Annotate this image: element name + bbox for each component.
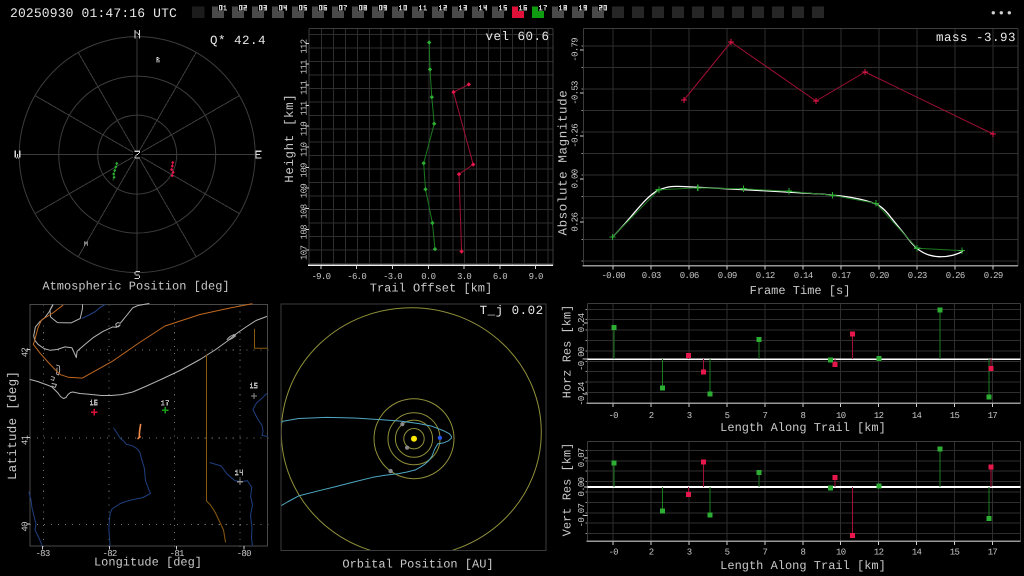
- svg-text:Vert Res [km]: Vert Res [km]: [561, 443, 575, 537]
- svg-text:-6.0: -6.0: [347, 272, 366, 282]
- svg-text:Frame Time [s]: Frame Time [s]: [750, 284, 851, 298]
- svg-text:10: 10: [836, 411, 846, 421]
- svg-text:0.24: 0.24: [577, 313, 587, 332]
- svg-text:41: 41: [20, 435, 30, 445]
- svg-text:-0.53: -0.53: [571, 81, 581, 105]
- svg-text:-82: -82: [103, 549, 117, 559]
- svg-text:0.00: 0.00: [571, 169, 581, 188]
- svg-text:Horz Res [km]: Horz Res [km]: [561, 305, 575, 399]
- svg-text:0.20: 0.20: [870, 271, 889, 281]
- svg-text:3: 3: [687, 548, 692, 558]
- svg-text:2: 2: [649, 411, 654, 421]
- svg-text:9.0: 9.0: [529, 272, 543, 282]
- svg-text:-0: -0: [608, 411, 618, 421]
- svg-text:Orbital Position [AU]: Orbital Position [AU]: [342, 558, 493, 572]
- svg-text:110: 110: [300, 122, 310, 136]
- svg-text:14: 14: [912, 411, 922, 421]
- svg-text:vel 60.6: vel 60.6: [485, 30, 549, 44]
- svg-text:0.09: 0.09: [718, 271, 737, 281]
- svg-text:109: 109: [300, 163, 310, 177]
- svg-text:Atmospheric Position [deg]: Atmospheric Position [deg]: [42, 280, 229, 294]
- svg-text:Length Along Trail [km]: Length Along Trail [km]: [720, 559, 886, 573]
- svg-text:0.12: 0.12: [756, 271, 775, 281]
- svg-text:0.06: 0.06: [680, 271, 699, 281]
- svg-text:Length Along Trail [km]: Length Along Trail [km]: [720, 421, 886, 435]
- svg-text:112: 112: [300, 39, 310, 53]
- svg-text:M: M: [84, 241, 88, 249]
- svg-text:Height [km]: Height [km]: [283, 94, 297, 183]
- svg-text:-0.24: -0.24: [577, 382, 587, 406]
- svg-text:T_j 0.02: T_j 0.02: [480, 304, 544, 318]
- svg-text:108: 108: [300, 225, 310, 239]
- svg-text:111: 111: [300, 60, 310, 74]
- svg-text:3.0: 3.0: [457, 272, 471, 282]
- svg-text:-83: -83: [35, 549, 49, 559]
- svg-text:-9.0: -9.0: [311, 272, 330, 282]
- svg-text:Trail Offset [km]: Trail Offset [km]: [370, 282, 492, 296]
- svg-text:110: 110: [300, 142, 310, 156]
- svg-text:0.03: 0.03: [642, 271, 661, 281]
- svg-text:7: 7: [763, 411, 768, 421]
- svg-text:108: 108: [300, 204, 310, 218]
- svg-text:0.23: 0.23: [908, 271, 927, 281]
- svg-text:0.17: 0.17: [832, 271, 851, 281]
- svg-text:15: 15: [950, 548, 960, 558]
- svg-text:-0.79: -0.79: [571, 38, 581, 62]
- svg-text:0.29: 0.29: [984, 271, 1003, 281]
- svg-text:111: 111: [300, 81, 310, 95]
- svg-text:0.0: 0.0: [421, 272, 435, 282]
- svg-text:-0: -0: [608, 548, 618, 558]
- svg-text:6.0: 6.0: [493, 272, 507, 282]
- svg-text:3: 3: [687, 411, 692, 421]
- svg-text:42: 42: [20, 348, 30, 358]
- svg-text:15: 15: [950, 411, 960, 421]
- svg-text:0.07: 0.07: [577, 448, 587, 467]
- svg-text:2: 2: [649, 548, 654, 558]
- svg-text:-0.00: -0.00: [577, 347, 587, 371]
- svg-text:111: 111: [300, 101, 310, 115]
- svg-text:8: 8: [800, 548, 805, 558]
- svg-text:-3.0: -3.0: [383, 272, 402, 282]
- svg-text:-0.00: -0.00: [601, 271, 625, 281]
- svg-text:40: 40: [20, 522, 30, 532]
- svg-text:17: 17: [988, 548, 998, 558]
- svg-text:5: 5: [725, 548, 730, 558]
- svg-text:Longitude [deg]: Longitude [deg]: [94, 556, 202, 570]
- svg-text:20250930 01:47:16 UTC: 20250930 01:47:16 UTC: [10, 6, 177, 21]
- svg-text:0.00: 0.00: [577, 477, 587, 496]
- svg-text:8: 8: [800, 411, 805, 421]
- svg-text:0.26: 0.26: [946, 271, 965, 281]
- svg-text:17: 17: [988, 411, 998, 421]
- svg-text:7: 7: [763, 548, 768, 558]
- svg-text:-0.26: -0.26: [571, 124, 581, 148]
- svg-text:14: 14: [912, 548, 922, 558]
- svg-text:109: 109: [300, 184, 310, 198]
- svg-text:0.14: 0.14: [794, 271, 813, 281]
- svg-text:107: 107: [300, 246, 310, 260]
- svg-text:-80: -80: [237, 549, 251, 559]
- svg-text:Q* 42.4: Q* 42.4: [210, 34, 266, 48]
- svg-text:-0.07: -0.07: [577, 504, 587, 528]
- svg-text:12: 12: [874, 411, 884, 421]
- svg-text:0.26: 0.26: [571, 213, 581, 232]
- svg-text:10: 10: [836, 548, 846, 558]
- svg-text:Latitude [deg]: Latitude [deg]: [6, 371, 20, 480]
- svg-text:mass -3.93: mass -3.93: [936, 31, 1016, 45]
- svg-text:-81: -81: [170, 549, 184, 559]
- svg-text:Absolute Magnitude: Absolute Magnitude: [557, 90, 571, 236]
- svg-text:12: 12: [874, 548, 884, 558]
- svg-text:5: 5: [725, 411, 730, 421]
